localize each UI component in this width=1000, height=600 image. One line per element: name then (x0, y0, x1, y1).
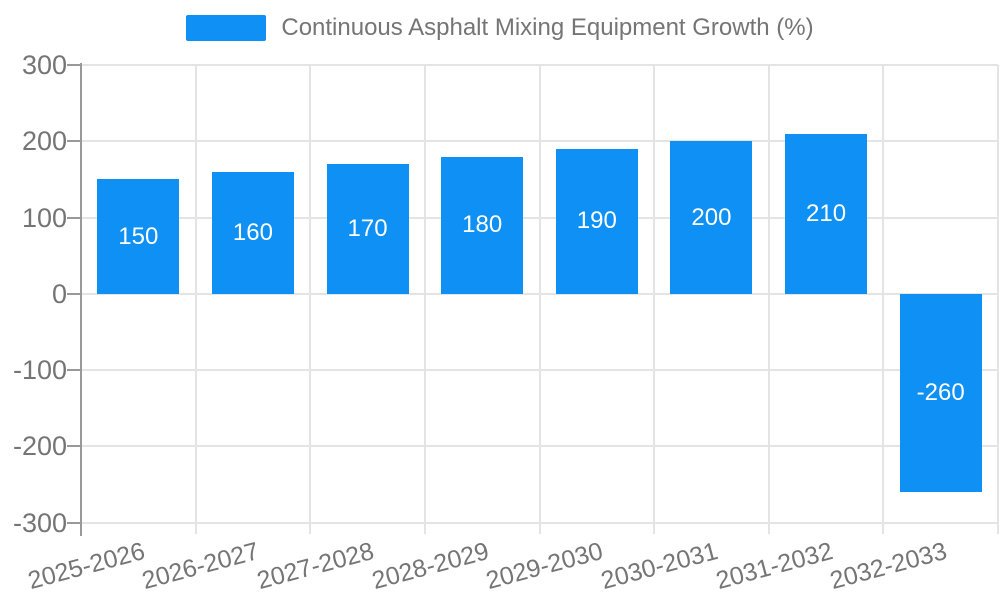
bar[interactable] (670, 141, 753, 294)
bar[interactable] (899, 293, 982, 492)
x-axis-tick-label: 2027-2028 (254, 537, 377, 595)
y-axis-line (80, 63, 82, 536)
bar[interactable] (441, 156, 524, 294)
x-axis-tick-label: 2032-2033 (827, 537, 950, 595)
legend-swatch (186, 15, 267, 41)
y-axis-tick (67, 140, 82, 143)
bar-value-label: 200 (691, 203, 732, 231)
bar[interactable] (555, 148, 638, 294)
v-gridline (767, 65, 770, 534)
legend[interactable]: Continuous Asphalt Mixing Equipment Grow… (0, 14, 1000, 42)
y-axis-tick-label: -100 (12, 355, 67, 385)
x-axis-tick-label: 2026-2027 (139, 537, 263, 595)
y-axis-tick-label: 200 (21, 126, 67, 157)
x-axis-tick-label: 2028-2029 (368, 537, 492, 595)
y-axis-tick-label: -200 (12, 431, 67, 462)
y-axis-tick-label: 0 (51, 278, 67, 309)
v-gridline (194, 65, 197, 534)
v-gridline (423, 65, 426, 534)
bar[interactable] (97, 179, 180, 294)
y-axis-tick-label: 100 (21, 202, 67, 233)
bar[interactable] (211, 171, 294, 294)
bar-value-label: 170 (347, 214, 388, 242)
bar-value-label: -260 (916, 378, 965, 406)
y-axis-tick-label: 300 (21, 50, 67, 80)
v-gridline (882, 65, 885, 534)
x-axis-tick-label: 2031-2032 (712, 537, 836, 595)
y-axis-tick (67, 292, 82, 295)
bar[interactable] (785, 133, 868, 294)
bar-value-label: 150 (118, 222, 159, 250)
bar-value-label: 160 (232, 218, 273, 246)
bar[interactable] (326, 164, 409, 294)
y-axis-tick (67, 521, 82, 524)
bar-value-label: 210 (806, 199, 847, 227)
x-axis-line (67, 521, 998, 524)
x-axis-tick-label: 2025-2026 (24, 537, 148, 595)
bar-value-label: 190 (576, 207, 617, 235)
y-axis-tick-label: -300 (12, 507, 67, 538)
y-axis-tick (67, 64, 82, 66)
v-gridline (309, 65, 312, 534)
legend-label: Continuous Asphalt Mixing Equipment Grow… (281, 14, 814, 41)
y-axis-tick (67, 445, 82, 448)
x-axis-tick-label: 2030-2031 (597, 537, 721, 595)
v-gridline (653, 65, 656, 534)
y-axis-tick (67, 369, 82, 371)
v-gridline (997, 65, 999, 534)
bar-value-label: 180 (462, 211, 503, 239)
y-axis-tick (67, 216, 82, 219)
x-axis-tick-label: 2029-2030 (483, 537, 607, 595)
v-gridline (538, 65, 541, 534)
